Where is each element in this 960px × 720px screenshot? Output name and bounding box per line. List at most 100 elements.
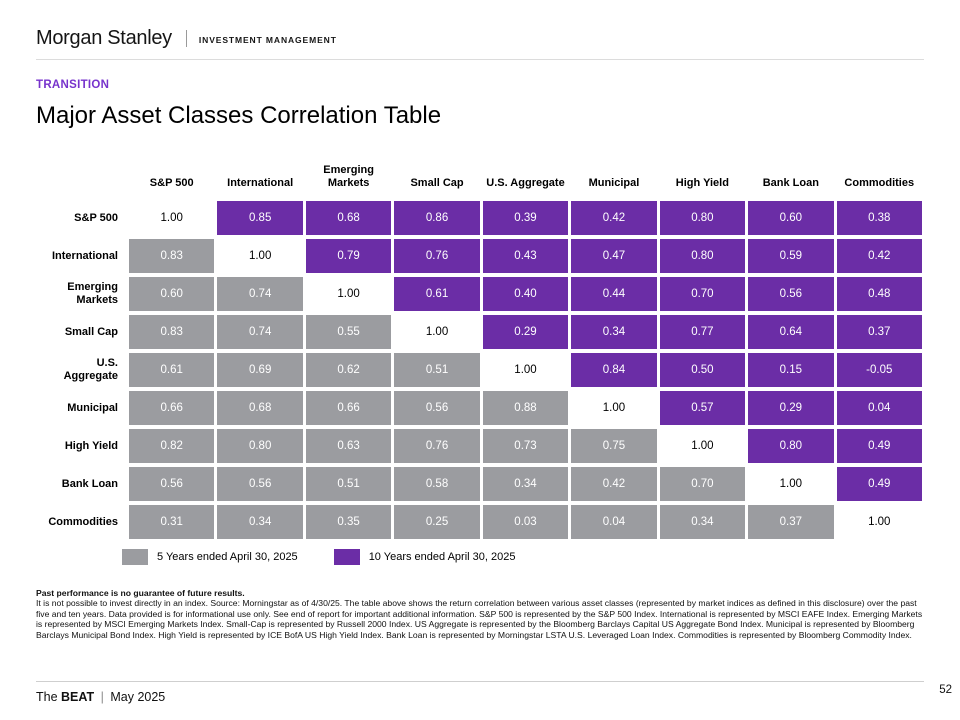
- footer-pub-name: BEAT: [61, 690, 95, 704]
- correlation-cell: 0.86: [394, 201, 480, 235]
- correlation-cell: 0.73: [482, 429, 569, 463]
- correlation-cell: 0.70: [659, 467, 746, 501]
- correlation-cell: 0.85: [217, 201, 303, 235]
- correlation-cell: 0.31: [129, 505, 215, 539]
- footer-publication: The BEAT | May 2025: [36, 690, 165, 704]
- column-header: High Yield: [675, 176, 729, 189]
- disclosure-body: It is not possible to invest directly in…: [36, 598, 923, 640]
- correlation-cell: 0.76: [394, 429, 480, 463]
- row-label: High Yield: [64, 439, 118, 452]
- correlation-cell: 0.69: [217, 353, 303, 387]
- correlation-cell: 0.80: [217, 429, 303, 463]
- row-label: U.S. Aggregate: [63, 357, 118, 382]
- correlation-cell: 0.03: [482, 505, 569, 539]
- division-label: INVESTMENT MANAGEMENT: [198, 34, 337, 45]
- correlation-cell: 0.40: [482, 277, 569, 311]
- correlation-cell: 0.61: [394, 277, 480, 311]
- correlation-cell: 0.25: [394, 505, 480, 539]
- correlation-cell: 0.42: [571, 467, 657, 501]
- row-label: Small Cap: [64, 325, 118, 338]
- correlation-cell: 1.00: [394, 315, 480, 349]
- disclosure-bold-line: Past performance is no guarantee of futu…: [36, 588, 245, 598]
- brand-logo: Morgan Stanley: [36, 27, 172, 49]
- correlation-cell: 0.62: [305, 353, 392, 387]
- section-eyebrow: TRANSITION: [36, 79, 110, 91]
- correlation-cell: 0.34: [571, 315, 657, 349]
- correlation-cell: 0.29: [748, 391, 834, 425]
- correlation-cell: 0.64: [748, 315, 834, 349]
- correlation-cell: 0.70: [659, 277, 746, 311]
- correlation-cell: 0.47: [571, 239, 657, 273]
- correlation-cell: 0.74: [217, 315, 303, 349]
- correlation-cell: 0.37: [748, 505, 834, 539]
- column-header: U.S. Aggregate: [486, 176, 565, 189]
- correlation-cell: 0.39: [482, 201, 569, 235]
- column-header: Emerging Markets: [323, 163, 374, 189]
- footer-rule: [36, 681, 924, 682]
- row-label: Emerging Markets: [67, 281, 118, 306]
- column-header: International: [227, 176, 294, 189]
- correlation-cell: 0.51: [394, 353, 480, 387]
- page-title: Major Asset Classes Correlation Table: [36, 102, 442, 129]
- footer-pub-prefix: The: [36, 690, 58, 704]
- correlation-cell: 0.42: [836, 239, 922, 273]
- correlation-cell: 0.83: [129, 315, 215, 349]
- correlation-cell: 0.58: [394, 467, 480, 501]
- correlation-cell: 0.83: [129, 239, 215, 273]
- correlation-cell: 1.00: [748, 467, 834, 501]
- row-label: Municipal: [67, 401, 118, 414]
- correlation-cell: 1.00: [482, 353, 569, 387]
- correlation-cell: 0.44: [571, 277, 657, 311]
- correlation-cell: 0.84: [571, 353, 657, 387]
- column-header: Bank Loan: [762, 176, 819, 189]
- correlation-cell: 1.00: [217, 239, 303, 273]
- correlation-cell: 0.57: [659, 391, 746, 425]
- row-label: International: [51, 249, 118, 262]
- correlation-cell: 0.60: [129, 277, 215, 311]
- correlation-cell: 1.00: [129, 201, 215, 235]
- column-header: Municipal: [588, 176, 640, 189]
- correlation-cell: 0.77: [659, 315, 746, 349]
- correlation-cell: 0.79: [305, 239, 392, 273]
- correlation-cell: 0.63: [305, 429, 392, 463]
- correlation-cell: 0.35: [305, 505, 392, 539]
- correlation-cell: 1.00: [836, 505, 922, 539]
- correlation-cell: 1.00: [659, 429, 746, 463]
- correlation-cell: 0.50: [659, 353, 746, 387]
- correlation-cell: 0.34: [482, 467, 569, 501]
- legend-label-10yr: 10 Years ended April 30, 2025: [368, 551, 516, 563]
- correlation-cell: 0.56: [129, 467, 215, 501]
- correlation-cell: 0.59: [748, 239, 834, 273]
- correlation-cell: 0.66: [305, 391, 392, 425]
- column-header: Commodities: [844, 176, 915, 189]
- legend-item-10yr: 10 Years ended April 30, 2025: [333, 549, 516, 565]
- row-label: S&P 500: [74, 211, 118, 224]
- table-corner-cell: [36, 163, 126, 197]
- correlation-cell: 0.68: [305, 201, 392, 235]
- correlation-cell: 0.61: [129, 353, 215, 387]
- column-header: S&P 500: [149, 176, 194, 189]
- correlation-cell: 0.37: [836, 315, 922, 349]
- correlation-cell: 0.42: [571, 201, 657, 235]
- brand-divider-icon: [185, 30, 187, 47]
- correlation-cell: 0.68: [217, 391, 303, 425]
- correlation-cell: 0.04: [571, 505, 657, 539]
- correlation-cell: 0.60: [748, 201, 834, 235]
- footer-pub-separator: |: [100, 690, 104, 704]
- correlation-cell: 0.49: [836, 429, 922, 463]
- legend-swatch-5yr: [122, 549, 148, 565]
- correlation-cell: 0.49: [836, 467, 922, 501]
- correlation-cell: 0.76: [394, 239, 480, 273]
- correlation-cell: -0.05: [836, 353, 922, 387]
- correlation-cell: 0.56: [748, 277, 834, 311]
- correlation-cell: 1.00: [305, 277, 392, 311]
- correlation-cell: 0.43: [482, 239, 569, 273]
- correlation-cell: 0.51: [305, 467, 392, 501]
- correlation-cell: 0.48: [836, 277, 922, 311]
- legend-swatch-10yr: [333, 549, 360, 565]
- correlation-cell: 0.34: [217, 505, 303, 539]
- correlation-cell: 0.04: [836, 391, 922, 425]
- correlation-cell: 0.38: [836, 201, 922, 235]
- correlation-cell: 0.75: [571, 429, 657, 463]
